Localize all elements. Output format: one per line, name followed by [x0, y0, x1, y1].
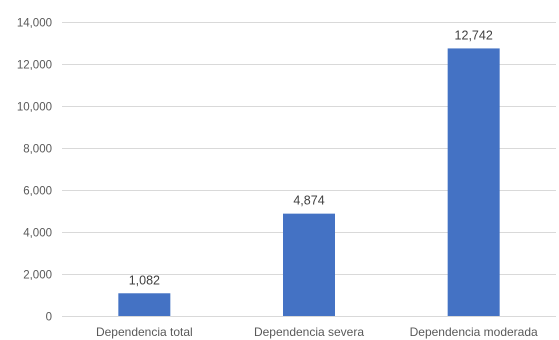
- y-tick-label: 2,000: [23, 270, 52, 282]
- category-label: Dependencia moderada: [410, 325, 538, 339]
- category-label: Dependencia severa: [254, 325, 364, 339]
- y-tick-label: 14,000: [17, 18, 52, 30]
- bar: [447, 48, 500, 316]
- data-label: 4,874: [293, 194, 324, 208]
- data-label: 1,082: [129, 273, 160, 287]
- y-axis-tick-labels: 0 2,000 4,000 6,000 8,000 10,000 12,000 14,000: [17, 18, 52, 324]
- data-label: 12,742: [455, 28, 493, 42]
- category-label: Dependencia total: [96, 325, 193, 339]
- y-tick-label: 0: [46, 312, 52, 324]
- bar: [283, 213, 335, 316]
- bar: [118, 293, 171, 316]
- y-tick-label: 10,000: [17, 102, 52, 114]
- y-tick-label: 8,000: [23, 144, 52, 156]
- y-tick-label: 12,000: [17, 60, 52, 72]
- data-labels: 1,082 4,874 12,742: [129, 28, 493, 287]
- bars: [118, 48, 500, 316]
- y-tick-label: 6,000: [23, 186, 52, 198]
- x-axis-category-labels: Dependencia total Dependencia severa Depen…: [96, 325, 538, 339]
- y-tick-label: 4,000: [23, 228, 52, 240]
